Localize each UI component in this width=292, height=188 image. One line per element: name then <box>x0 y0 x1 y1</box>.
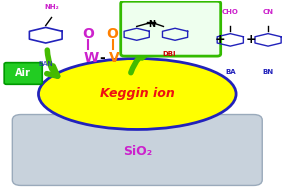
Text: NH₂: NH₂ <box>44 4 59 10</box>
Text: BAN: BAN <box>38 61 53 67</box>
FancyBboxPatch shape <box>121 1 221 56</box>
Text: N: N <box>148 20 155 30</box>
Text: BA: BA <box>225 69 236 75</box>
Text: Keggin ion: Keggin ion <box>100 87 175 101</box>
Text: SiO₂: SiO₂ <box>123 145 152 158</box>
Text: CHO: CHO <box>221 9 238 15</box>
Text: -: - <box>100 51 105 65</box>
FancyBboxPatch shape <box>4 63 42 84</box>
Text: +: + <box>245 33 256 46</box>
Text: BN: BN <box>263 69 274 75</box>
Text: Air: Air <box>15 68 31 78</box>
Ellipse shape <box>39 58 236 130</box>
Text: W: W <box>83 51 98 65</box>
Text: V: V <box>109 51 119 65</box>
Text: CN: CN <box>263 9 274 15</box>
FancyBboxPatch shape <box>12 114 262 185</box>
Text: +: + <box>215 33 225 46</box>
Text: O: O <box>83 27 94 41</box>
Text: O: O <box>107 27 119 41</box>
Text: DBI: DBI <box>163 51 176 57</box>
